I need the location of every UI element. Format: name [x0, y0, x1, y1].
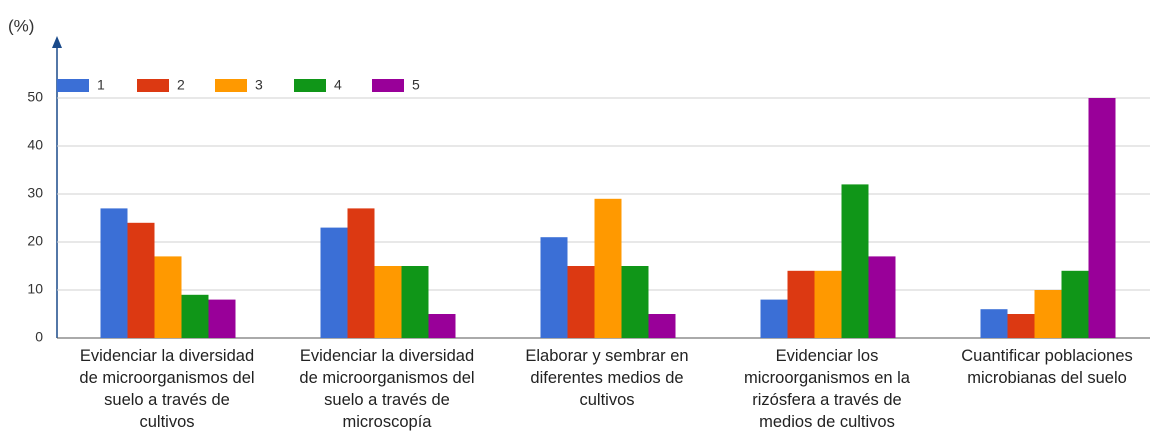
legend-label: 2 — [177, 77, 185, 93]
x-tick-label: Elaborar y sembrar en diferentes medios d… — [525, 347, 688, 409]
bar — [1034, 290, 1062, 338]
y-tick-label: 20 — [27, 233, 43, 249]
bar — [181, 294, 209, 338]
bar — [100, 208, 128, 338]
bar — [980, 309, 1008, 338]
legend-swatch — [294, 79, 326, 92]
x-tick-label: Cuantificar poblaciones microbianas del s… — [961, 347, 1133, 387]
legend-label: 3 — [255, 77, 263, 93]
bar — [567, 266, 595, 338]
y-tick-label: 0 — [35, 329, 43, 345]
y-tick-label: 10 — [27, 281, 43, 297]
bar — [208, 299, 236, 338]
legend-label: 1 — [97, 77, 105, 93]
x-tick-label: Evidenciar los microorganismos en la rizós… — [744, 347, 911, 431]
y-tick-label: 30 — [27, 185, 43, 201]
legend-swatch — [215, 79, 247, 92]
legend-swatch — [57, 79, 89, 92]
bar — [841, 184, 869, 338]
y-axis-label: (%) — [8, 16, 34, 35]
bar — [868, 256, 896, 338]
y-tick-label: 50 — [27, 89, 43, 105]
bar — [760, 299, 788, 338]
bar — [320, 227, 348, 338]
bar — [428, 314, 456, 338]
bar — [127, 222, 155, 338]
bar — [374, 266, 402, 338]
legend-swatch — [137, 79, 169, 92]
bar — [1088, 98, 1116, 338]
bar — [787, 270, 815, 338]
bar — [401, 266, 429, 338]
bar — [540, 237, 568, 338]
bar — [814, 270, 842, 338]
x-tick-label: Evidenciar la diversidad de microorganism… — [299, 347, 474, 431]
bar — [648, 314, 676, 338]
bar — [621, 266, 649, 338]
x-tick-label: Evidenciar la diversidad de microorganism… — [79, 347, 254, 431]
bar — [1007, 314, 1035, 338]
bar — [347, 208, 375, 338]
bar — [154, 256, 182, 338]
bar — [1061, 270, 1089, 338]
legend-swatch — [372, 79, 404, 92]
bar — [594, 198, 622, 338]
legend-label: 4 — [334, 77, 342, 93]
y-axis-arrow — [52, 36, 62, 48]
y-tick-label: 40 — [27, 137, 43, 153]
legend-label: 5 — [412, 77, 420, 93]
